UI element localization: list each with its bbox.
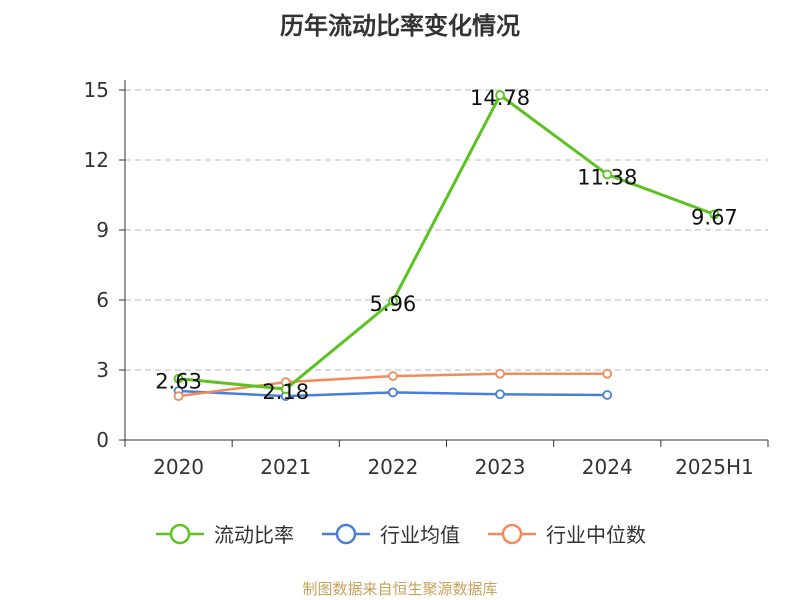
x-tick-label: 2023	[475, 455, 526, 479]
data-label: 5.96	[370, 292, 417, 316]
series-lines	[173, 90, 720, 402]
data-label: 14.78	[470, 86, 530, 110]
x-tick-label: 2021	[260, 455, 311, 479]
data-point	[173, 391, 184, 402]
legend-item-industry-median[interactable]: 行业中位数	[486, 519, 646, 548]
legend-label: 行业均值	[380, 523, 460, 547]
data-point	[495, 90, 505, 101]
y-tick-label: 3	[96, 358, 109, 382]
y-tick-label: 9	[96, 218, 109, 242]
data-point	[602, 390, 613, 400]
data-point	[388, 371, 398, 381]
y-tick-label: 15	[84, 78, 109, 102]
legend-line-icon	[322, 523, 370, 544]
data-point	[280, 384, 291, 395]
x-tick-label: 2020	[153, 455, 204, 479]
grid-lines	[125, 89, 768, 371]
chart-title: 历年流动比率变化情况	[280, 12, 520, 40]
x-tick-label: 2022	[367, 455, 418, 479]
legend: 流动比率 行业均值 行业中位数	[0, 519, 800, 548]
source-note: 制图数据来自恒生聚源数据库	[302, 580, 498, 598]
legend-label: 流动比率	[214, 523, 294, 547]
y-tick-label: 0	[96, 428, 109, 452]
data-label: 9.67	[691, 205, 738, 229]
data-point	[388, 387, 398, 398]
data-point	[709, 209, 720, 220]
x-tick-label: 2025H1	[675, 455, 754, 479]
axes: 0 3 6 9 12 15 2020 2021 2022 2023 2024 2025H1	[84, 78, 769, 479]
data-point	[602, 169, 613, 180]
data-point	[602, 368, 613, 379]
data-label: 2.18	[262, 380, 309, 404]
legend-line-icon	[156, 523, 204, 544]
legend-item-industry-average[interactable]: 行业均值	[320, 519, 460, 548]
data-point	[495, 389, 505, 400]
data-label: 2.63	[155, 370, 202, 394]
x-tick-label: 2024	[582, 455, 633, 479]
data-label: 11.38	[577, 165, 637, 189]
series-line	[178, 93, 715, 391]
legend-label: 行业中位数	[546, 523, 646, 547]
legend-line-icon	[488, 523, 536, 544]
data-labels: 2.63 2.18 5.96 14.78 11.38 9.67	[155, 86, 738, 404]
data-point	[173, 373, 184, 384]
data-point	[388, 296, 398, 306]
y-tick-label: 12	[84, 148, 109, 172]
y-tick-label: 6	[96, 288, 109, 312]
data-point	[495, 368, 505, 379]
legend-item-current-ratio[interactable]: 流动比率	[154, 519, 294, 548]
